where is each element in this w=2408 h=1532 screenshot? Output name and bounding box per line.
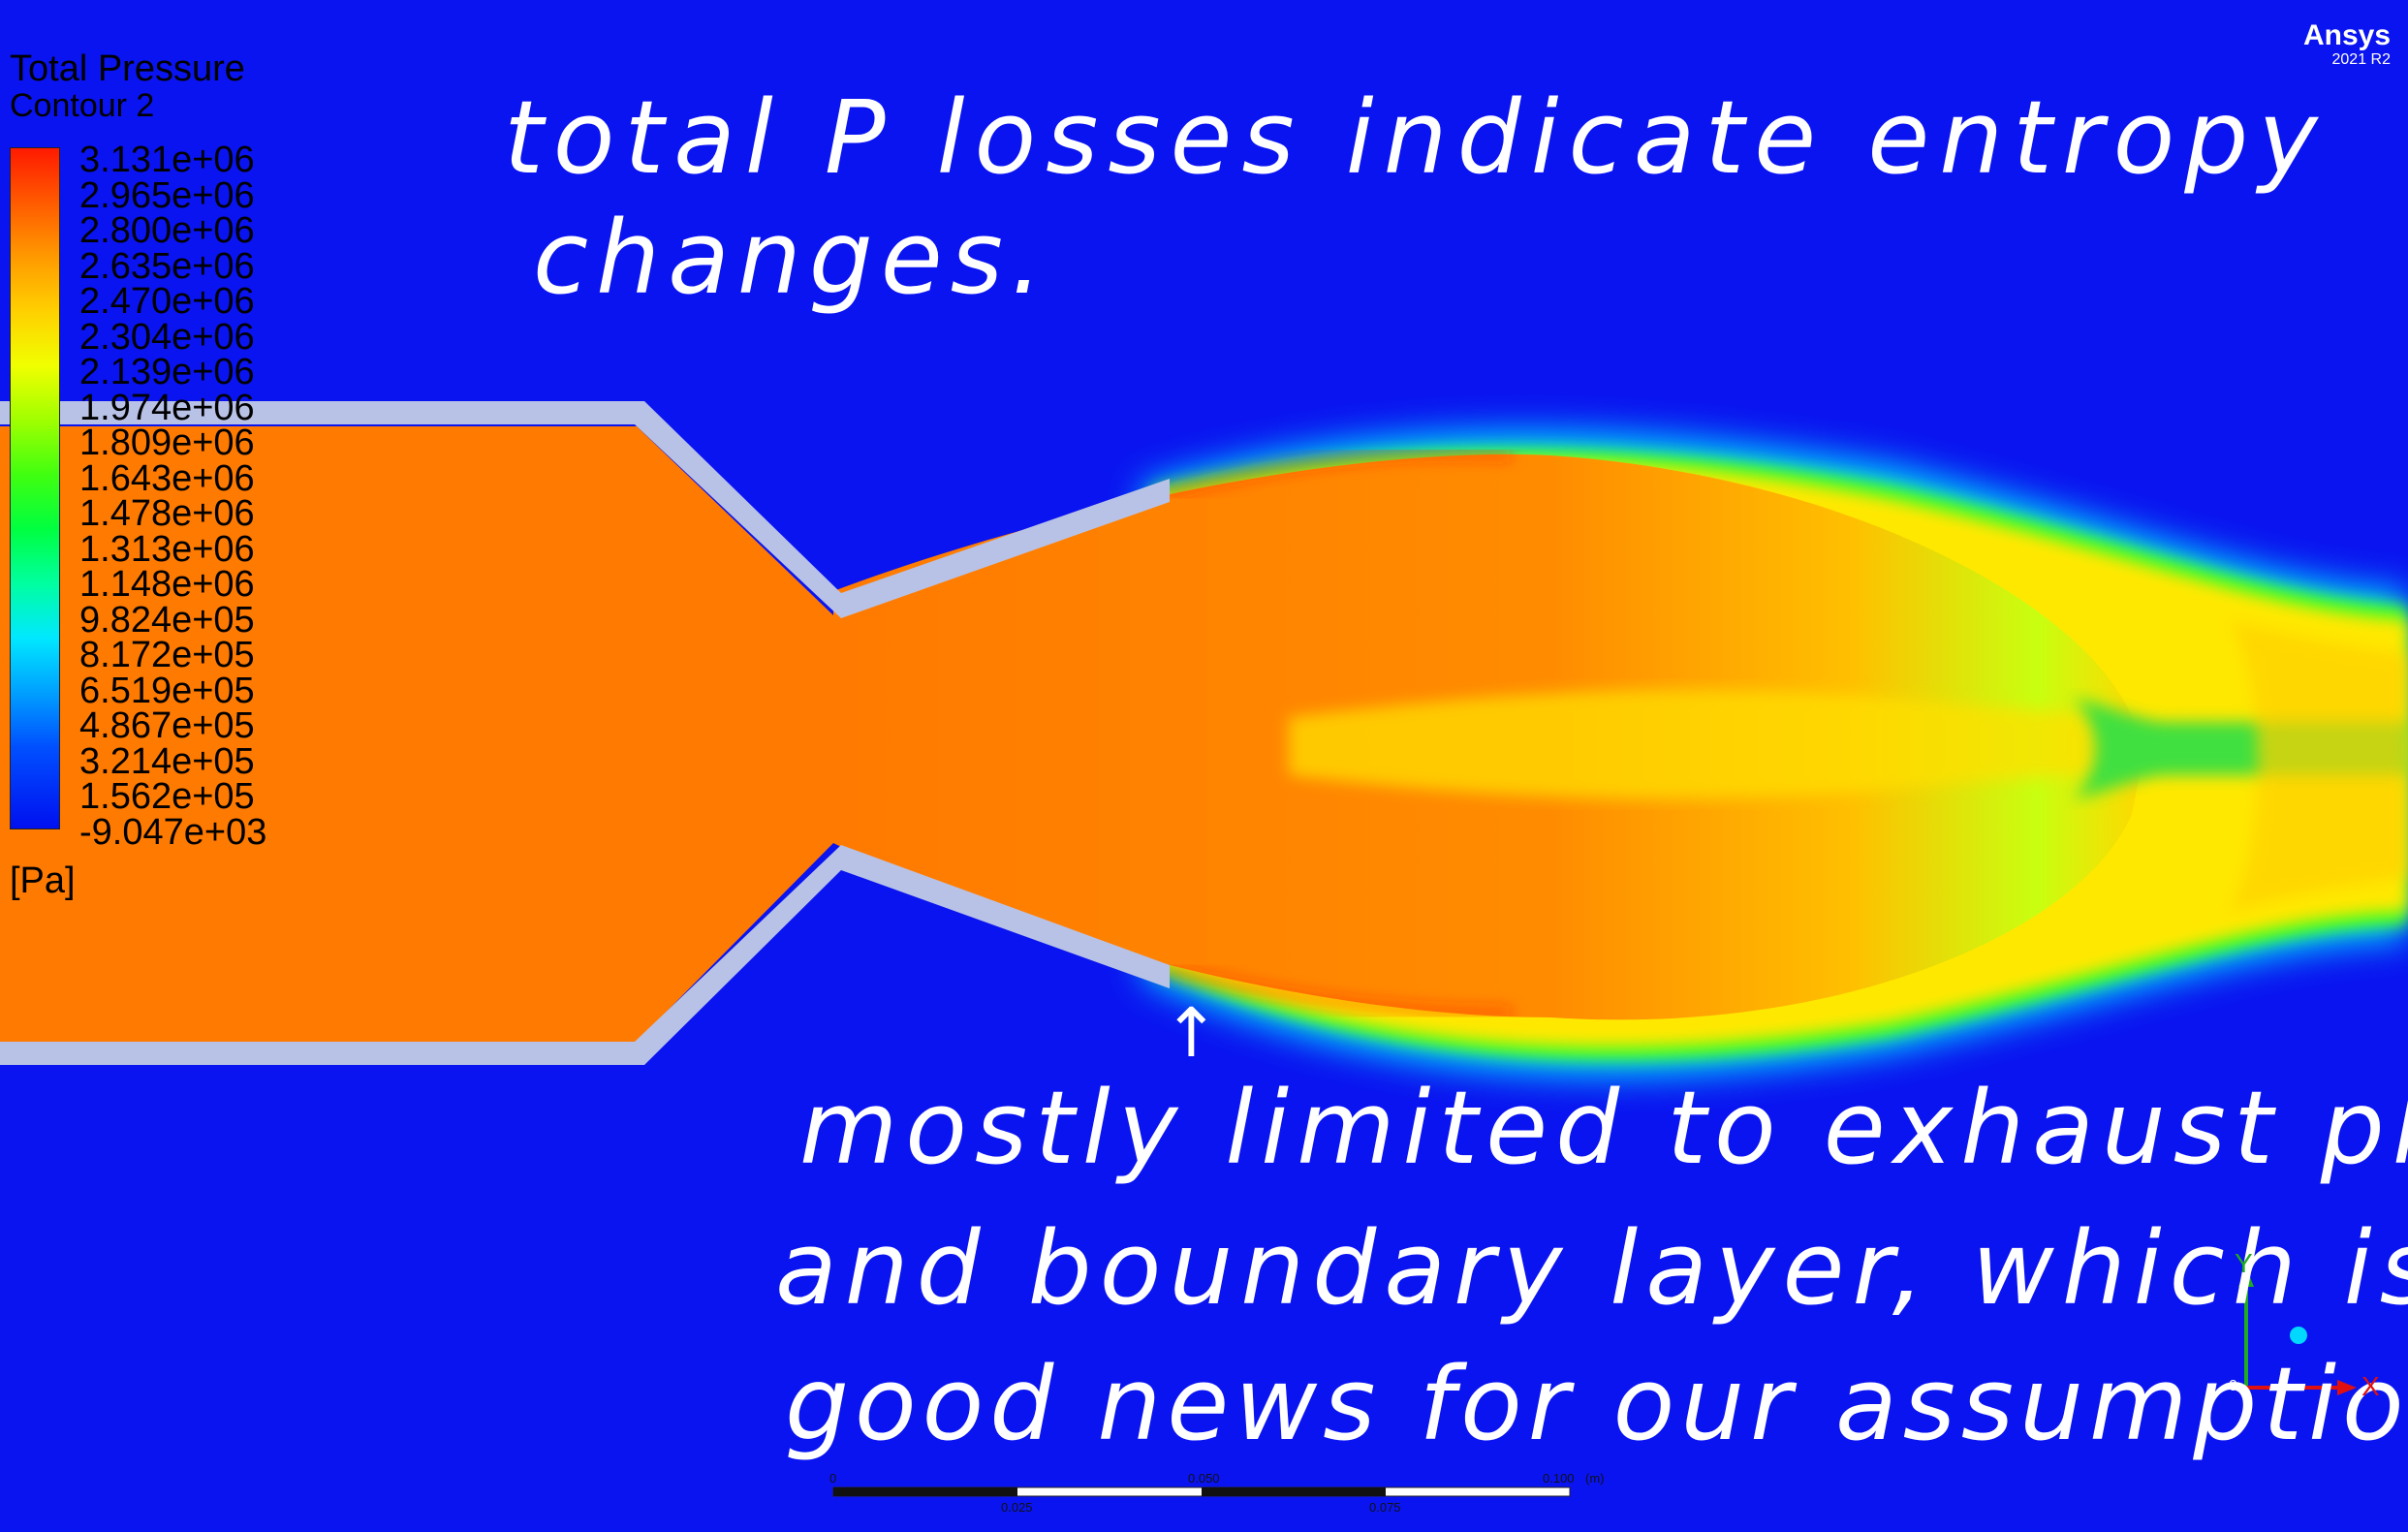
legend-level-label: 9.824e+05 [79, 599, 255, 641]
legend-level-label: 1.562e+05 [79, 776, 255, 817]
scale-tick-0: 0 [829, 1471, 837, 1485]
handwritten-annotations: total P losses indicate entropy changes.… [504, 78, 2408, 1463]
legend-level-label: 8.172e+05 [79, 635, 255, 675]
shear-layer-bottom [1162, 966, 1513, 1016]
legend-level-label: 2.139e+06 [79, 352, 255, 392]
brand-name: Ansys [2302, 19, 2391, 51]
axis-origin-label: 0 [2229, 1378, 2237, 1394]
scale-tick-100: 0.100 [1543, 1471, 1575, 1485]
legend-level-label: 2.965e+06 [79, 174, 255, 216]
axis-triad [2238, 1267, 2357, 1395]
legend-level-label: 1.643e+06 [79, 457, 255, 499]
legend-level-label: 2.635e+06 [79, 245, 255, 287]
legend-level-label: 2.304e+06 [79, 316, 255, 358]
annotation-bottom-2: and boundary layer, which is [775, 1209, 2408, 1328]
annotation-top-2: changes. [533, 199, 1050, 317]
legend-level-label: 3.131e+06 [79, 140, 255, 180]
scale-tick-025: 0.025 [1001, 1500, 1033, 1515]
legend-level-label: 2.470e+06 [79, 281, 255, 322]
scale-tick-050: 0.050 [1188, 1471, 1220, 1485]
legend-level-label: 6.519e+05 [79, 670, 255, 711]
nozzle-wall-bottom [0, 845, 1170, 1065]
chamber-flow [0, 426, 833, 1042]
annotation-bottom-1: mostly limited to exhaust plume [799, 1069, 2408, 1187]
legend-level-label: 1.809e+06 [79, 422, 255, 463]
legend-subtitle: Contour 2 [10, 87, 155, 124]
scale-unit: (m) [1585, 1471, 1605, 1485]
shock-structure [1289, 689, 2408, 799]
legend-level-label: 3.214e+05 [79, 740, 255, 782]
axis-y-label: Y [2235, 1248, 2253, 1278]
legend-level-label: 1.974e+06 [79, 387, 255, 428]
legend-unit: [Pa] [10, 860, 76, 901]
legend-level-label: 2.800e+06 [79, 210, 255, 251]
legend-level-label: 4.867e+05 [79, 705, 255, 746]
nozzle-wall-top [0, 401, 1170, 618]
legend-color-bar [10, 147, 60, 829]
brand-version: 2021 R2 [2331, 51, 2392, 68]
annotation-arrow: ↑ [1163, 993, 1220, 1073]
axis-x-label: X [2361, 1371, 2380, 1401]
legend-level-label: 1.313e+06 [79, 528, 255, 570]
scale-tick-075: 0.075 [1369, 1500, 1401, 1515]
legend-level-label: 1.148e+06 [79, 564, 255, 605]
ansys-logo: Ansys 2021 R2 [2303, 21, 2391, 71]
plume-tail [2229, 620, 2408, 911]
scale-bar [832, 1486, 1571, 1497]
annotation-top-1: total P losses indicate entropy [504, 78, 2328, 197]
legend-level-label: 1.478e+06 [79, 493, 255, 534]
legend-title: Total Pressure [10, 48, 245, 89]
shear-layer-top [1162, 451, 1513, 497]
legend-level-label: -9.047e+03 [79, 811, 267, 853]
annotation-bottom-3: good news for our assumptions. [785, 1345, 2408, 1463]
